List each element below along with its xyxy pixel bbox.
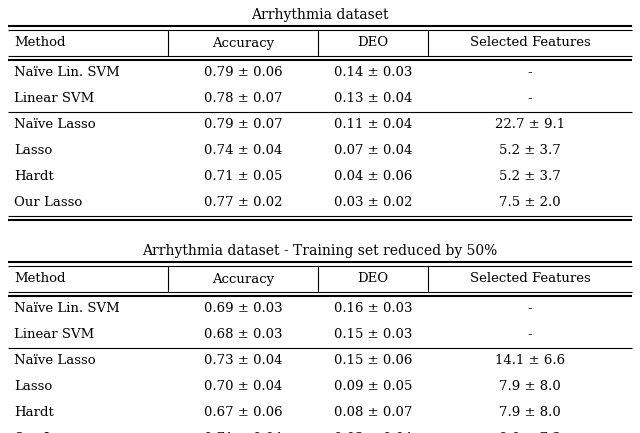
Text: 0.09 ± 0.05: 0.09 ± 0.05: [334, 381, 412, 394]
Text: 0.13 ± 0.04: 0.13 ± 0.04: [334, 93, 412, 106]
Text: Lasso: Lasso: [14, 145, 52, 158]
Text: Method: Method: [14, 272, 65, 285]
Text: -: -: [528, 303, 532, 316]
Text: 22.7 ± 9.1: 22.7 ± 9.1: [495, 119, 565, 132]
Text: 5.2 ± 3.7: 5.2 ± 3.7: [499, 145, 561, 158]
Text: 0.71 ± 0.05: 0.71 ± 0.05: [204, 171, 282, 184]
Text: 7.9 ± 8.0: 7.9 ± 8.0: [499, 381, 561, 394]
Text: Linear SVM: Linear SVM: [14, 93, 94, 106]
Text: 0.69 ± 0.03: 0.69 ± 0.03: [204, 303, 282, 316]
Text: 0.68 ± 0.03: 0.68 ± 0.03: [204, 329, 282, 342]
Text: Selected Features: Selected Features: [470, 272, 590, 285]
Text: Lasso: Lasso: [14, 381, 52, 394]
Text: 0.15 ± 0.06: 0.15 ± 0.06: [334, 355, 412, 368]
Text: -: -: [528, 93, 532, 106]
Text: 0.03 ± 0.02: 0.03 ± 0.02: [334, 197, 412, 210]
Text: Hardt: Hardt: [14, 171, 54, 184]
Text: 0.11 ± 0.04: 0.11 ± 0.04: [334, 119, 412, 132]
Text: DEO: DEO: [357, 272, 388, 285]
Text: 0.77 ± 0.02: 0.77 ± 0.02: [204, 197, 282, 210]
Text: 0.73 ± 0.04: 0.73 ± 0.04: [204, 355, 282, 368]
Text: 0.08 ± 0.07: 0.08 ± 0.07: [334, 407, 412, 420]
Text: 0.79 ± 0.07: 0.79 ± 0.07: [204, 119, 282, 132]
Text: 0.79 ± 0.06: 0.79 ± 0.06: [204, 67, 282, 80]
Text: Naïve Lin. SVM: Naïve Lin. SVM: [14, 303, 120, 316]
Text: 0.74 ± 0.04: 0.74 ± 0.04: [204, 145, 282, 158]
Text: Arrhythmia dataset: Arrhythmia dataset: [252, 8, 388, 22]
Text: 0.78 ± 0.07: 0.78 ± 0.07: [204, 93, 282, 106]
Text: 7.9 ± 8.0: 7.9 ± 8.0: [499, 407, 561, 420]
Text: 0.16 ± 0.03: 0.16 ± 0.03: [333, 303, 412, 316]
Text: Arrhythmia dataset - Training set reduced by 50%: Arrhythmia dataset - Training set reduce…: [142, 244, 498, 258]
Text: Naïve Lasso: Naïve Lasso: [14, 119, 95, 132]
Text: 0.04 ± 0.06: 0.04 ± 0.06: [334, 171, 412, 184]
Text: 0.14 ± 0.03: 0.14 ± 0.03: [334, 67, 412, 80]
Text: DEO: DEO: [357, 36, 388, 49]
Text: 14.1 ± 6.6: 14.1 ± 6.6: [495, 355, 565, 368]
Text: Method: Method: [14, 36, 65, 49]
Text: Our Lasso: Our Lasso: [14, 197, 83, 210]
Text: Accuracy: Accuracy: [212, 36, 274, 49]
Text: Accuracy: Accuracy: [212, 272, 274, 285]
Text: 0.07 ± 0.04: 0.07 ± 0.04: [334, 145, 412, 158]
Text: Selected Features: Selected Features: [470, 36, 590, 49]
Text: -: -: [528, 67, 532, 80]
Text: Hardt: Hardt: [14, 407, 54, 420]
Text: 7.5 ± 2.0: 7.5 ± 2.0: [499, 197, 561, 210]
Text: Linear SVM: Linear SVM: [14, 329, 94, 342]
Text: 0.15 ± 0.03: 0.15 ± 0.03: [334, 329, 412, 342]
Text: -: -: [528, 329, 532, 342]
Text: 0.67 ± 0.06: 0.67 ± 0.06: [204, 407, 282, 420]
Text: Naïve Lin. SVM: Naïve Lin. SVM: [14, 67, 120, 80]
Text: Naïve Lasso: Naïve Lasso: [14, 355, 95, 368]
Text: 5.2 ± 3.7: 5.2 ± 3.7: [499, 171, 561, 184]
Text: 0.70 ± 0.04: 0.70 ± 0.04: [204, 381, 282, 394]
